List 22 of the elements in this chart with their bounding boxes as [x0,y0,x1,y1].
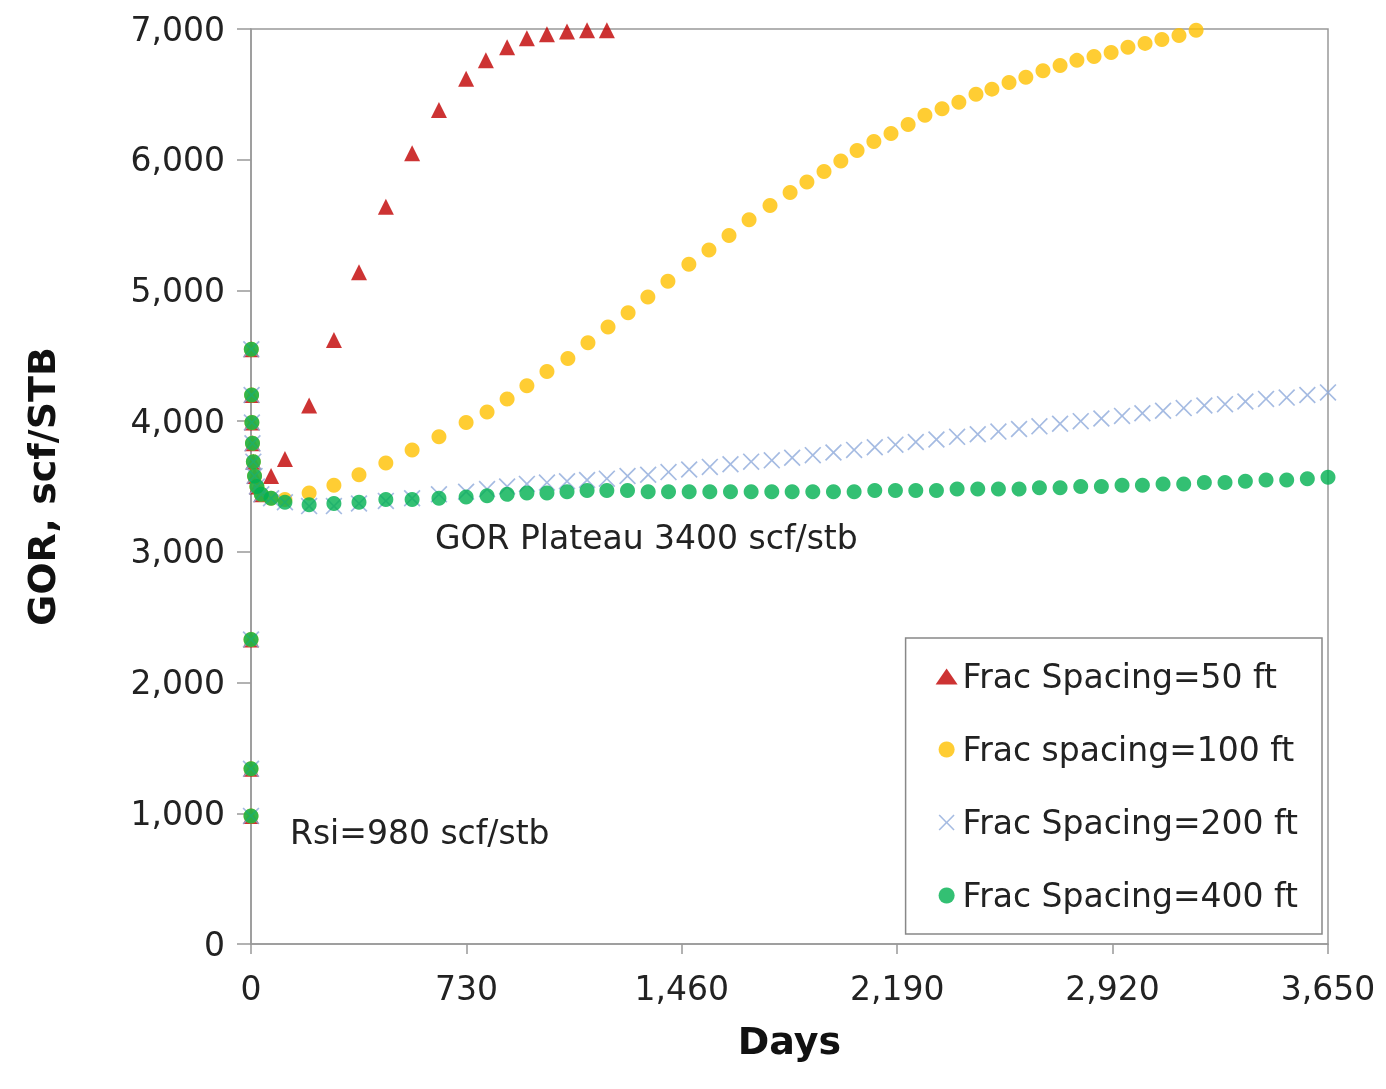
x-tick-label: 0 [240,969,262,1008]
legend-label: Frac Spacing=200 ft [962,803,1299,842]
y-tick-label: 0 [204,924,225,964]
y-tick-label: 7,000 [130,9,225,49]
y-tick-label: 6,000 [130,140,225,180]
x-tick-label: 1,460 [634,969,730,1008]
legend-label: Frac Spacing=50 ft [962,657,1278,696]
x-tick-label: 2,190 [849,969,945,1008]
y-tick-label: 5,000 [130,270,225,310]
annotation: GOR Plateau 3400 scf/stb [435,517,858,557]
annotation: Rsi=980 scf/stb [290,812,550,852]
x-tick-label: 730 [434,969,498,1008]
x-axis-title: Days [737,1019,842,1063]
y-tick-label: 4,000 [130,401,225,441]
x-tick-label: 3,650 [1280,969,1376,1008]
legend-label: Frac Spacing=400 ft [962,876,1299,915]
y-axis-title: GOR, scf/STB [20,347,64,626]
legend-label: Frac spacing=100 ft [962,730,1295,769]
x-tick-label: 2,920 [1065,969,1160,1008]
y-tick-label: 3,000 [130,532,225,572]
y-tick-label: 2,000 [130,663,225,703]
y-tick-label: 1,000 [130,793,225,833]
